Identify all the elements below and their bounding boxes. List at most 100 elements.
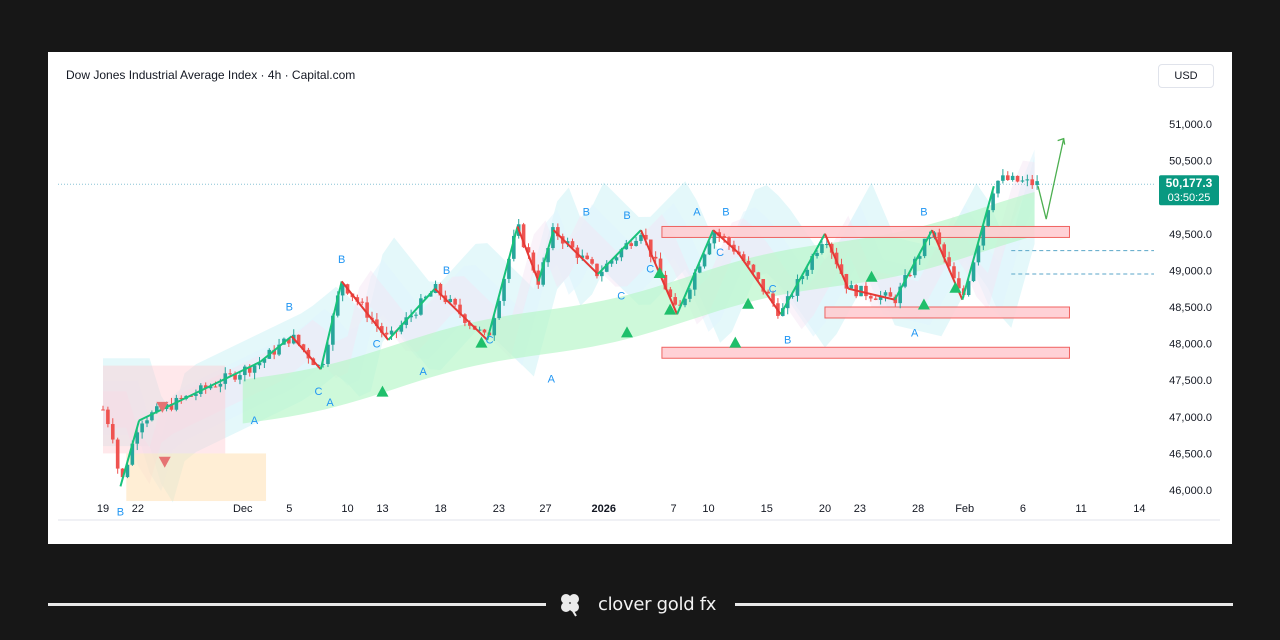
candle-body	[741, 254, 746, 261]
candle-body	[746, 260, 751, 265]
chart-title: Dow Jones Industrial Average Index · 4h …	[66, 68, 356, 82]
wave-segment	[434, 287, 488, 341]
wave-label: C	[716, 247, 724, 259]
candle-body	[106, 409, 110, 425]
candle-body	[326, 344, 330, 365]
wave-segment	[597, 229, 642, 275]
wave-segment	[290, 335, 322, 370]
candle-body	[805, 269, 810, 276]
wave-label: C	[486, 335, 494, 347]
candle-body	[194, 394, 198, 396]
candle-body	[379, 326, 384, 333]
candle-body	[428, 292, 433, 297]
candle-body	[771, 293, 775, 304]
candle-body	[937, 232, 942, 245]
candle-body	[213, 386, 218, 388]
x-tick-label: 23	[493, 503, 505, 515]
wave-segment	[259, 335, 293, 363]
candle-body	[262, 358, 267, 363]
candle-body	[614, 257, 619, 261]
wave-segment	[537, 229, 555, 282]
candle-body	[634, 240, 638, 246]
x-tick-label: 7	[671, 503, 677, 515]
candle-body	[247, 366, 252, 373]
y-tick-label: 48,000.0	[1169, 339, 1212, 351]
candle-body	[629, 243, 633, 246]
candle-body	[409, 315, 413, 318]
candle-body	[947, 257, 951, 267]
candle-body	[917, 256, 922, 259]
candle-body	[834, 252, 839, 265]
wave-label: B	[583, 206, 590, 218]
sell-signal-icon	[158, 456, 171, 468]
candle-body	[898, 286, 902, 304]
candle-body	[321, 364, 325, 366]
candle-body	[174, 397, 179, 410]
wave-segment	[319, 281, 343, 370]
candle-body	[115, 439, 120, 469]
candle-body	[648, 239, 653, 257]
candle-body	[702, 254, 707, 267]
candle-body	[966, 281, 971, 295]
price-badge-bg	[1159, 175, 1219, 206]
cloud-orange-early	[126, 453, 267, 502]
x-tick-label: 28	[912, 503, 924, 515]
candle-body	[203, 385, 208, 389]
buy-signal-icon	[865, 270, 878, 282]
candle-body	[414, 314, 418, 316]
candle-body	[1025, 179, 1030, 181]
candle-body	[825, 243, 829, 245]
candle-body	[727, 237, 731, 245]
candle-body	[668, 289, 673, 298]
candle-body	[761, 279, 766, 292]
wave-segment	[824, 233, 850, 290]
x-tick-label: 10	[341, 503, 353, 515]
candle-body	[981, 225, 986, 246]
candle-body	[169, 403, 174, 410]
wave-label: A	[251, 415, 259, 427]
forecast-path	[1037, 138, 1065, 220]
x-tick-label: 27	[539, 503, 551, 515]
candle-body	[526, 247, 531, 253]
x-tick-label: Feb	[955, 503, 974, 515]
x-tick-label: 11	[1075, 503, 1086, 515]
candle-body	[580, 255, 585, 258]
candle-body	[619, 249, 624, 258]
candle-body	[790, 295, 795, 297]
y-tick-label: 46,000.0	[1169, 485, 1212, 497]
candle-body	[653, 256, 658, 259]
candle-body	[1001, 175, 1005, 181]
candle-body	[140, 423, 144, 433]
y-tick-label: 50,500.0	[1169, 156, 1212, 168]
candle-body	[697, 266, 702, 273]
candle-body	[482, 329, 487, 333]
candle-body	[492, 318, 497, 336]
candle-body	[238, 375, 242, 380]
currency-selector[interactable]: USD	[1158, 64, 1214, 88]
wave-segment	[712, 229, 739, 253]
candle-body	[150, 412, 154, 421]
wave-label: B	[117, 507, 124, 519]
candle-body	[477, 329, 482, 331]
signal-markers	[156, 267, 962, 468]
candle-body	[419, 298, 423, 315]
wave-label: B	[623, 210, 630, 222]
buy-signal-icon	[729, 336, 742, 348]
y-tick-label: 49,500.0	[1169, 229, 1212, 241]
candle-body	[287, 338, 291, 344]
candle-body	[335, 295, 340, 316]
candle-body	[717, 232, 722, 237]
candle-body	[1005, 175, 1010, 180]
zone-box	[661, 225, 1070, 238]
candle-body	[301, 344, 306, 350]
candle-body	[869, 296, 873, 299]
buy-signal-icon	[917, 298, 930, 310]
footer-divider-left	[48, 603, 546, 606]
candle-body	[922, 238, 927, 257]
wave-segment	[138, 361, 261, 422]
wave-label: B	[338, 254, 345, 266]
y-tick-label: 51,000.0	[1169, 119, 1212, 131]
price-gridlines	[58, 183, 1154, 275]
candle-body	[536, 270, 541, 285]
